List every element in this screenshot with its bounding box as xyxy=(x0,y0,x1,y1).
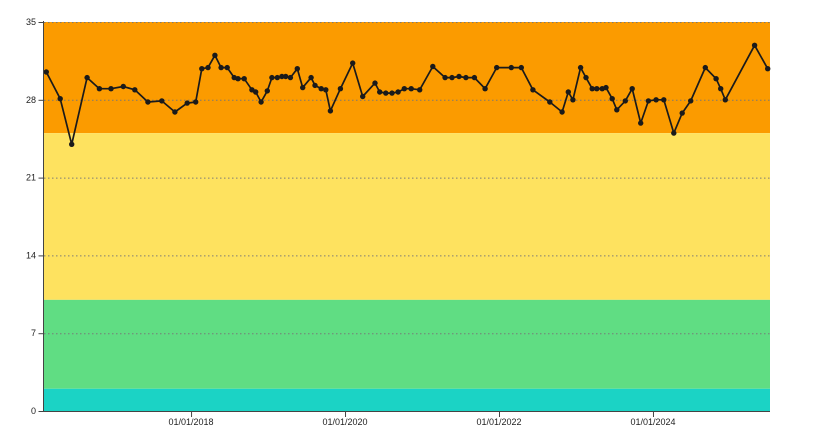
y-tick-label: 14 xyxy=(26,250,36,260)
data-point[interactable] xyxy=(570,97,576,103)
data-point[interactable] xyxy=(57,96,63,102)
data-point[interactable] xyxy=(629,86,635,92)
data-point[interactable] xyxy=(401,86,407,92)
data-point[interactable] xyxy=(300,84,306,91)
data-point[interactable] xyxy=(614,107,620,113)
x-tick-label: 01/01/2022 xyxy=(476,417,521,427)
data-point[interactable] xyxy=(108,86,114,92)
data-point[interactable] xyxy=(184,100,190,106)
data-point[interactable] xyxy=(258,99,264,105)
data-point[interactable] xyxy=(383,90,389,96)
data-point[interactable] xyxy=(145,99,151,105)
data-point[interactable] xyxy=(264,88,270,94)
data-point[interactable] xyxy=(603,84,609,91)
data-point[interactable] xyxy=(235,76,241,82)
data-point[interactable] xyxy=(294,66,300,72)
data-point[interactable] xyxy=(408,86,414,92)
data-point[interactable] xyxy=(679,110,685,116)
data-point[interactable] xyxy=(350,60,356,66)
band-green xyxy=(44,299,770,389)
data-point[interactable] xyxy=(274,74,280,81)
y-tick-label: 28 xyxy=(26,95,36,105)
data-point[interactable] xyxy=(565,89,571,95)
data-point[interactable] xyxy=(449,74,455,81)
data-point[interactable] xyxy=(159,98,165,104)
data-point[interactable] xyxy=(318,86,324,92)
data-point[interactable] xyxy=(283,73,289,80)
data-point[interactable] xyxy=(96,86,103,92)
y-tick-label: 21 xyxy=(26,173,36,183)
data-point[interactable] xyxy=(671,130,677,136)
data-point[interactable] xyxy=(559,109,565,115)
data-point[interactable] xyxy=(132,87,138,93)
data-point[interactable] xyxy=(337,86,344,92)
data-point[interactable] xyxy=(430,63,436,70)
data-point[interactable] xyxy=(218,64,224,71)
data-point[interactable] xyxy=(212,52,218,58)
band-orange xyxy=(44,22,770,134)
data-point[interactable] xyxy=(84,74,90,81)
data-point[interactable] xyxy=(482,86,488,92)
data-point[interactable] xyxy=(389,90,395,96)
data-point[interactable] xyxy=(442,74,448,81)
data-point[interactable] xyxy=(471,74,478,81)
band-yellow xyxy=(44,133,770,300)
data-point[interactable] xyxy=(43,69,49,75)
data-point[interactable] xyxy=(508,64,514,71)
data-point[interactable] xyxy=(765,66,771,72)
data-point[interactable] xyxy=(269,74,275,81)
data-point[interactable] xyxy=(718,86,724,92)
x-tick-label: 01/01/2018 xyxy=(169,417,214,427)
y-tick-label: 0 xyxy=(31,406,36,416)
data-point[interactable] xyxy=(69,141,75,147)
data-point[interactable] xyxy=(751,42,758,48)
data-point[interactable] xyxy=(372,80,378,86)
data-point[interactable] xyxy=(327,108,334,114)
data-point[interactable] xyxy=(456,73,462,80)
data-point[interactable] xyxy=(645,98,652,104)
data-point[interactable] xyxy=(589,86,595,92)
data-point[interactable] xyxy=(688,98,694,104)
data-point[interactable] xyxy=(193,99,199,105)
data-point[interactable] xyxy=(120,83,127,90)
data-point[interactable] xyxy=(360,93,366,100)
data-point[interactable] xyxy=(722,97,728,103)
data-point[interactable] xyxy=(199,66,205,72)
y-tick-label: 7 xyxy=(31,328,36,338)
data-point[interactable] xyxy=(622,98,628,104)
data-point[interactable] xyxy=(653,97,659,103)
data-point[interactable] xyxy=(308,74,314,81)
data-point[interactable] xyxy=(323,87,329,93)
data-point[interactable] xyxy=(312,82,318,89)
data-point[interactable] xyxy=(609,96,615,102)
data-point[interactable] xyxy=(638,120,644,126)
data-point[interactable] xyxy=(583,74,589,81)
data-point[interactable] xyxy=(395,89,401,95)
data-point[interactable] xyxy=(241,76,247,82)
x-tick-label: 01/01/2020 xyxy=(323,417,368,427)
data-point[interactable] xyxy=(287,74,294,81)
data-point[interactable] xyxy=(205,64,211,71)
data-point[interactable] xyxy=(518,64,524,71)
data-point[interactable] xyxy=(279,73,285,80)
data-point[interactable] xyxy=(702,64,708,71)
data-point[interactable] xyxy=(530,87,536,93)
data-point[interactable] xyxy=(253,89,259,95)
x-tick-label: 01/01/2024 xyxy=(630,417,675,427)
data-point[interactable] xyxy=(594,86,600,92)
data-point[interactable] xyxy=(417,87,423,93)
data-point[interactable] xyxy=(224,64,230,71)
y-tick-label: 35 xyxy=(26,17,36,27)
data-point[interactable] xyxy=(172,109,178,115)
data-point[interactable] xyxy=(661,97,667,103)
data-point[interactable] xyxy=(713,76,719,82)
data-point[interactable] xyxy=(377,89,383,95)
data-point[interactable] xyxy=(547,99,553,105)
data-point[interactable] xyxy=(463,74,469,81)
band-teal xyxy=(44,388,770,411)
data-point[interactable] xyxy=(577,64,584,71)
data-point[interactable] xyxy=(494,64,500,71)
